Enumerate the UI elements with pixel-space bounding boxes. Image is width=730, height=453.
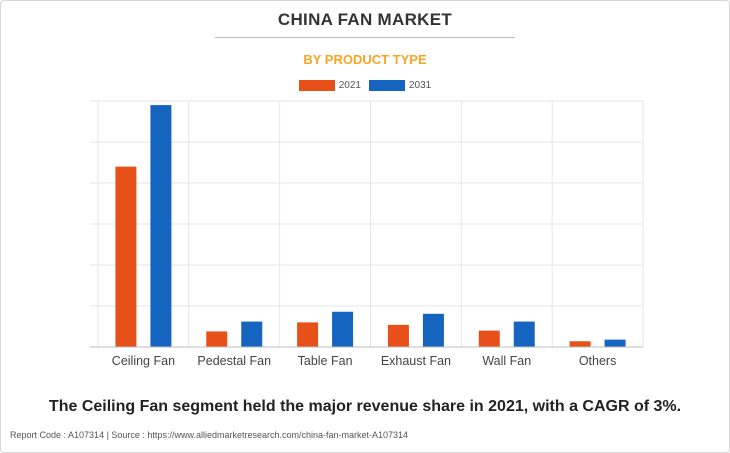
bar-2031-ceiling-fan <box>150 105 172 347</box>
bar-2021-table-fan <box>297 322 319 347</box>
x-tick-label: Ceiling Fan <box>112 354 175 368</box>
title-divider <box>215 37 515 38</box>
chart-title: CHINA FAN MARKET <box>277 10 453 29</box>
x-tick-label: Exhaust Fan <box>381 354 451 368</box>
bar-2021-exhaust-fan <box>387 324 409 347</box>
bar-2031-exhaust-fan <box>422 313 444 347</box>
bar-2021-ceiling-fan <box>115 166 137 347</box>
x-tick-label: Pedestal Fan <box>197 354 271 368</box>
bar-2021-wall-fan <box>478 330 500 347</box>
bar-2031-others <box>604 339 626 347</box>
legend: 2021 2031 <box>0 80 730 91</box>
legend-swatch-2021 <box>298 80 335 91</box>
legend-label-2021: 2021 <box>338 80 361 91</box>
x-tick-label: Table Fan <box>298 354 353 368</box>
bar-2031-table-fan <box>332 311 354 347</box>
chart-caption: The Ceiling Fan segment held the major r… <box>48 398 682 415</box>
legend-swatch-2031 <box>369 80 405 91</box>
x-tick-label: Wall Fan <box>482 354 531 368</box>
legend-item-2021[interactable]: 2021 <box>298 80 361 91</box>
x-tick-label: Others <box>579 354 617 368</box>
report-footer: Report Code : A107314 | Source : https:/… <box>10 430 409 440</box>
bar-2021-pedestal-fan <box>206 331 228 347</box>
legend-label-2031: 2031 <box>409 80 432 91</box>
chart-subtitle: BY PRODUCT TYPE <box>303 52 427 67</box>
bar-2031-wall-fan <box>513 321 535 347</box>
bar-2021-others <box>569 341 591 347</box>
legend-item-2031[interactable]: 2031 <box>369 80 431 91</box>
bar-2031-pedestal-fan <box>241 321 263 347</box>
